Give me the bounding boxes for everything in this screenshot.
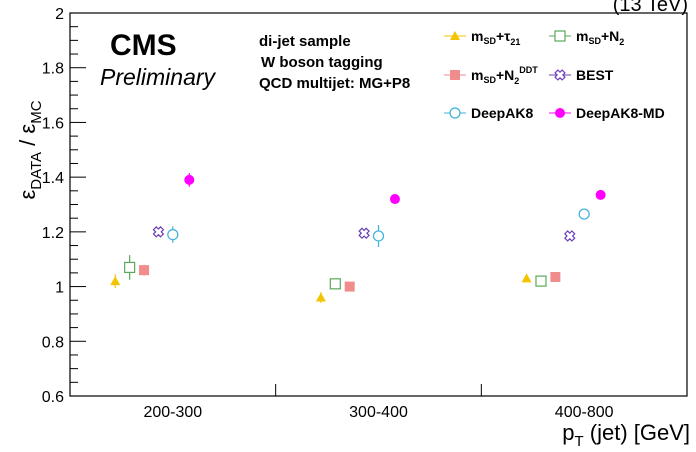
y-tick-label: 1	[55, 280, 64, 297]
point-m-sd-n2	[329, 278, 341, 290]
x-tick-label: 200-300	[143, 404, 202, 421]
y-axis: 0.6 0.8 1 1.2 1.4 1.6 1.8 2	[42, 6, 86, 406]
legend: mSD+τ21 mSD+N2 mSD+N2DDT BEST DeepAK8 DeepAK8…	[444, 28, 665, 121]
legend-marker-deepak8-md	[555, 108, 565, 118]
legend-label-deepak8-md: DeepAK8-MD	[576, 105, 665, 121]
point-deepak8	[167, 228, 179, 241]
y-tick-label: 1.4	[42, 170, 64, 187]
point-deepak8-md	[184, 174, 195, 185]
point-best	[152, 226, 165, 238]
legend-marker-m-sd-n2ddt	[450, 70, 460, 80]
info-line-2: W boson tagging	[261, 54, 383, 71]
y-tick-label: 1.8	[42, 61, 64, 78]
data-points	[110, 173, 606, 303]
legend-label-deepak8: DeepAK8	[471, 105, 533, 121]
y-tick-label: 1.6	[42, 115, 64, 132]
y-tick-label: 2	[55, 6, 64, 23]
legend-marker-m-sd-n2	[554, 30, 566, 42]
point-deepak8	[372, 230, 385, 242]
legend-marker-deepak8	[449, 107, 461, 119]
point-m-sd-21	[110, 276, 121, 286]
point-m-sd-n2ddt	[344, 281, 355, 292]
info-line-1: di-jet sample	[259, 33, 351, 50]
legend-label-best: BEST	[576, 67, 614, 83]
legend-marker-best	[554, 69, 566, 81]
x-axis-label: pT (jet) [GeV]	[562, 420, 690, 450]
cms-sublabel: Preliminary	[100, 64, 217, 90]
x-tick-label: 400-800	[555, 404, 614, 421]
point-deepak8	[578, 208, 590, 220]
header-fragment: (13 TeV)	[613, 0, 688, 16]
point-m-sd-n2	[124, 261, 136, 274]
legend-marker-m-sd-21	[450, 31, 460, 40]
x-axis: 200-300 300-400 400-800	[143, 384, 614, 421]
info-line-3: QCD multijet: MG+P8	[259, 75, 410, 92]
point-m-sd-n2	[535, 275, 547, 287]
legend-label-m-sd-21: mSD+τ21	[471, 28, 520, 47]
point-deepak8-md	[389, 194, 400, 205]
point-best	[358, 227, 370, 240]
legend-label-m-sd-n2: mSD+N2	[576, 28, 624, 47]
y-axis-label: εDATA / εMC	[15, 100, 45, 199]
y-tick-label: 1.2	[42, 225, 64, 242]
point-deepak8-md	[595, 189, 606, 200]
point-best	[563, 230, 576, 242]
y-tick-label: 0.6	[42, 389, 64, 406]
legend-label-m-sd-n2ddt: mSD+N2DDT	[471, 65, 538, 86]
point-m-sd-21	[315, 292, 326, 302]
point-m-sd-n2ddt	[550, 271, 561, 282]
point-m-sd-21	[521, 273, 532, 283]
x-tick-label: 300-400	[349, 404, 408, 421]
cms-label: CMS	[110, 29, 177, 62]
point-m-sd-n2ddt	[139, 265, 150, 276]
y-tick-label: 0.8	[42, 334, 64, 351]
